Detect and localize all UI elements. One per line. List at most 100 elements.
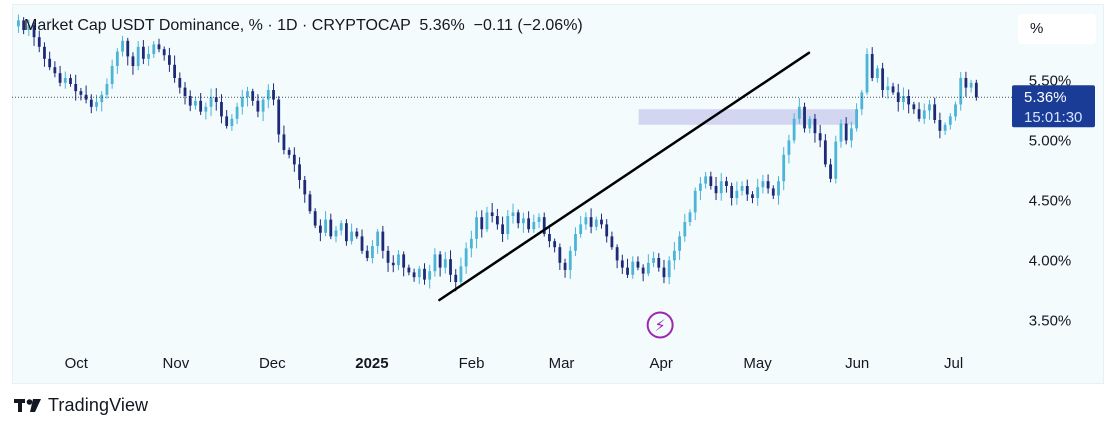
candle bbox=[626, 258, 629, 278]
candle-body bbox=[849, 128, 853, 141]
candle-body bbox=[740, 186, 744, 191]
chart-area[interactable] bbox=[12, 4, 1104, 384]
candle bbox=[417, 266, 421, 284]
candle-body bbox=[334, 230, 338, 237]
candle-body bbox=[594, 219, 598, 227]
candle-body bbox=[37, 37, 41, 47]
candle-body bbox=[100, 94, 104, 102]
candle-body bbox=[657, 258, 661, 268]
candle-body bbox=[964, 78, 968, 88]
candle bbox=[459, 257, 463, 288]
candle-body bbox=[287, 150, 291, 155]
candle bbox=[730, 182, 734, 206]
candle bbox=[777, 176, 780, 205]
candle-body bbox=[246, 91, 249, 98]
candle bbox=[969, 79, 973, 93]
candle bbox=[771, 185, 775, 200]
candle bbox=[615, 244, 619, 269]
candle bbox=[360, 229, 364, 254]
candle-body bbox=[386, 250, 390, 263]
candle-body bbox=[298, 164, 301, 180]
candle-body bbox=[537, 217, 541, 222]
candle bbox=[620, 254, 624, 274]
candle-body bbox=[548, 234, 551, 242]
candle-body bbox=[699, 183, 702, 191]
candle-body bbox=[89, 99, 93, 107]
candle-body bbox=[63, 78, 67, 83]
candle-body bbox=[240, 97, 244, 107]
candle-body bbox=[605, 224, 609, 237]
candle bbox=[959, 72, 963, 111]
candle bbox=[917, 102, 921, 122]
candle bbox=[329, 213, 333, 240]
candle bbox=[912, 101, 916, 114]
x-tick-label: Mar bbox=[549, 355, 575, 372]
candle-body bbox=[928, 104, 931, 111]
candle-body bbox=[365, 250, 369, 258]
candle bbox=[501, 216, 504, 243]
percent-scale-button[interactable]: % bbox=[1018, 14, 1096, 44]
candle bbox=[683, 213, 687, 242]
candle-body bbox=[620, 260, 624, 268]
chart-title: Market Cap USDT Dominance, % · 1D · CRYP… bbox=[24, 17, 583, 34]
candle bbox=[803, 102, 806, 133]
candle bbox=[792, 113, 796, 144]
candle-body bbox=[188, 96, 192, 106]
candle-body bbox=[969, 82, 973, 88]
x-tick-label: Dec bbox=[259, 355, 286, 372]
candle-body bbox=[792, 118, 796, 141]
candle bbox=[610, 231, 614, 250]
candle bbox=[433, 248, 437, 277]
candle bbox=[412, 268, 416, 282]
candle bbox=[537, 213, 541, 229]
candle-body bbox=[511, 212, 515, 216]
candle-body bbox=[407, 267, 411, 273]
candle bbox=[506, 209, 510, 240]
candle-body bbox=[318, 225, 322, 233]
candle bbox=[256, 94, 260, 118]
candle bbox=[709, 171, 713, 190]
candle-body bbox=[844, 123, 848, 141]
candle bbox=[292, 147, 296, 172]
candle bbox=[933, 97, 937, 124]
candle bbox=[386, 245, 390, 272]
tradingview-logo-icon bbox=[14, 398, 41, 412]
candle bbox=[162, 46, 166, 61]
candle-body bbox=[438, 254, 442, 268]
candle bbox=[188, 90, 192, 112]
candle-body bbox=[730, 186, 734, 198]
candle bbox=[391, 255, 395, 273]
candle bbox=[891, 82, 895, 95]
candle-body bbox=[917, 109, 921, 119]
candle-body bbox=[157, 44, 161, 50]
candle-body bbox=[881, 68, 885, 90]
candle bbox=[829, 158, 832, 183]
candle-body bbox=[756, 187, 760, 198]
candle-body bbox=[412, 272, 416, 278]
candle-body bbox=[376, 231, 380, 246]
candle-body bbox=[371, 246, 374, 258]
candle-body bbox=[693, 190, 697, 213]
candle bbox=[371, 240, 374, 264]
candle bbox=[870, 47, 874, 82]
candle-body bbox=[896, 92, 900, 102]
candle-body bbox=[870, 54, 874, 78]
candle bbox=[631, 256, 635, 279]
candle bbox=[667, 256, 671, 285]
candle-body bbox=[136, 46, 140, 66]
candle bbox=[110, 59, 114, 89]
candle-body bbox=[678, 236, 681, 251]
event-marker-icon[interactable]: ⚡ bbox=[646, 311, 674, 339]
candle-body bbox=[402, 254, 406, 268]
candle bbox=[548, 224, 551, 248]
candle-body bbox=[818, 133, 822, 141]
candle bbox=[813, 113, 817, 143]
candle-body bbox=[105, 84, 109, 95]
tradingview-logo[interactable]: TradingView bbox=[14, 395, 148, 416]
candle bbox=[84, 85, 88, 104]
x-tick-label: May bbox=[743, 355, 772, 372]
candle bbox=[558, 243, 562, 270]
candle bbox=[136, 41, 140, 71]
candle-body bbox=[121, 40, 124, 52]
